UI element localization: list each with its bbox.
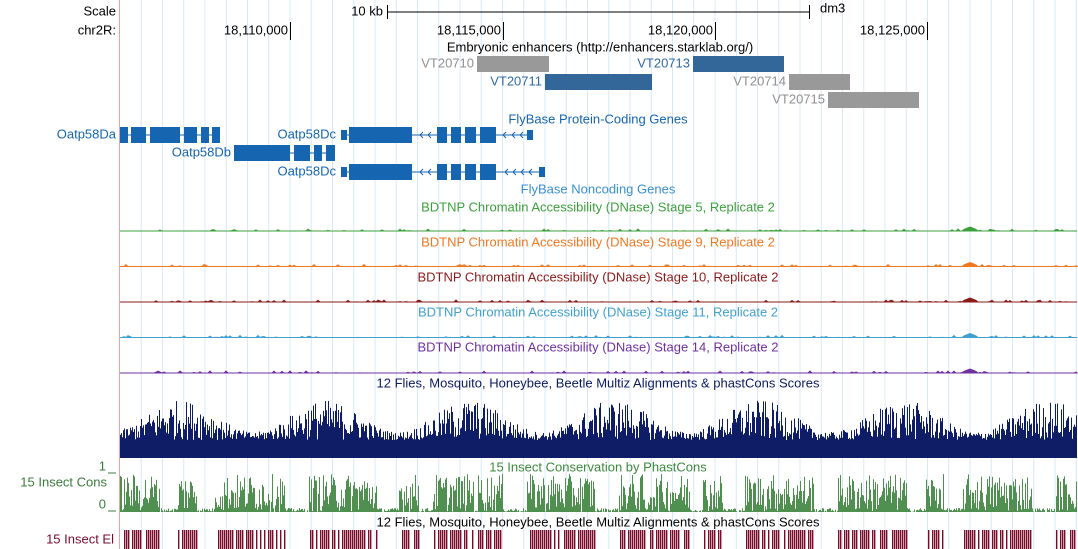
scale-label: Scale	[83, 3, 116, 18]
enhancer-box	[789, 74, 850, 90]
multiz-signal	[120, 400, 1077, 458]
strand-arrow	[419, 168, 424, 176]
exon	[341, 167, 347, 177]
dnase-signal	[120, 226, 1077, 232]
track-title: BDTNP Chromatin Accessibility (DNase) St…	[421, 199, 775, 214]
strand-arrow	[502, 131, 507, 139]
exon	[480, 127, 496, 143]
dnase-signal	[120, 261, 1078, 268]
exon	[465, 164, 476, 180]
exon	[437, 164, 447, 180]
exon	[539, 167, 545, 177]
track-title: 12 Flies, Mosquito, Honeybee, Beetle Mul…	[377, 514, 820, 529]
strand-arrow	[427, 168, 432, 176]
exon	[294, 145, 310, 161]
exon	[150, 127, 180, 143]
exon	[465, 127, 476, 143]
exon	[437, 127, 447, 143]
conserved-elements	[124, 530, 1076, 549]
track-title: BDTNP Chromatin Accessibility (DNase) St…	[417, 269, 778, 284]
enhancer-label: VT20714	[733, 73, 786, 88]
enhancer-track: VT20710 VT20711 VT20713 VT20714 VT20715	[421, 55, 919, 108]
exon	[120, 127, 128, 143]
track-title: 12 Flies, Mosquito, Honeybee, Beetle Mul…	[377, 375, 820, 390]
exon	[314, 145, 322, 161]
dnase-tracks: BDTNP Chromatin Accessibility (DNase) St…	[120, 199, 1078, 374]
track-title: FlyBase Noncoding Genes	[521, 181, 676, 196]
strand-arrow	[419, 131, 424, 139]
track-title: FlyBase Protein-Coding Genes	[508, 111, 688, 126]
exon	[131, 127, 146, 143]
dnase-signal	[120, 332, 1077, 339]
scale-bar-label: 10 kb	[351, 3, 383, 18]
enhancer-box	[545, 74, 652, 90]
exon	[341, 130, 347, 140]
enhancer-label: VT20710	[421, 55, 474, 70]
axis-min: 0	[99, 496, 106, 511]
exon	[480, 164, 496, 180]
enhancer-box	[693, 56, 784, 72]
exon	[451, 127, 461, 143]
dnase-signal	[120, 297, 1077, 303]
exon	[234, 145, 290, 161]
exon	[184, 127, 197, 143]
exon	[349, 127, 412, 143]
exon	[349, 164, 412, 180]
track-label: 15 Insect El	[46, 531, 114, 546]
assembly: dm3	[820, 0, 845, 15]
track-title: 15 Insect Conservation by PhastCons	[489, 459, 707, 474]
strand-arrow	[520, 168, 525, 176]
gene-track: Oatp58Da Oatp58Db Oatp58Dc Oatp58Dc	[57, 126, 545, 180]
strand-arrow	[512, 168, 517, 176]
enhancer-box	[828, 92, 919, 108]
enhancer-label: VT20711	[490, 73, 542, 88]
exon	[451, 164, 461, 180]
gene-label: Oatp58Dc	[277, 163, 336, 178]
track-title: BDTNP Chromatin Accessibility (DNase) St…	[418, 304, 778, 319]
gene-label: Oatp58Db	[172, 144, 231, 159]
exon	[527, 130, 533, 140]
gene-label: Oatp58Dc	[277, 126, 336, 141]
ruler-label: 18,115,000	[437, 22, 501, 37]
ruler-label: 18,120,000	[648, 22, 713, 37]
cons-signal	[120, 474, 1077, 512]
strand-arrow	[519, 131, 524, 139]
chrom-label: chr2R:	[78, 22, 116, 37]
scale-bar	[387, 5, 810, 19]
strand-arrow	[504, 168, 509, 176]
exon	[212, 127, 220, 143]
enhancer-label: VT20715	[772, 91, 825, 106]
dnase-signal	[120, 368, 1078, 374]
strand-arrow	[427, 131, 432, 139]
exon	[326, 145, 335, 161]
gene-label: Oatp58Da	[57, 126, 117, 141]
track-title: BDTNP Chromatin Accessibility (DNase) St…	[421, 234, 775, 249]
axis-max: 1	[99, 458, 106, 473]
track-label: 15 Insect Cons	[20, 474, 107, 489]
track-title: BDTNP Chromatin Accessibility (DNase) St…	[417, 339, 778, 354]
strand-arrow	[511, 131, 516, 139]
enhancer-box	[477, 56, 549, 72]
ruler-label: 18,125,000	[860, 22, 925, 37]
exon	[201, 127, 209, 143]
ruler-label: 18,110,000	[224, 22, 288, 37]
track-title: Embryonic enhancers (http://enhancers.st…	[447, 39, 753, 54]
ruler: 18,110,000 18,115,000 18,120,000 18,125,000	[224, 22, 928, 40]
enhancer-label: VT20713	[637, 55, 690, 70]
strand-arrow	[528, 168, 533, 176]
